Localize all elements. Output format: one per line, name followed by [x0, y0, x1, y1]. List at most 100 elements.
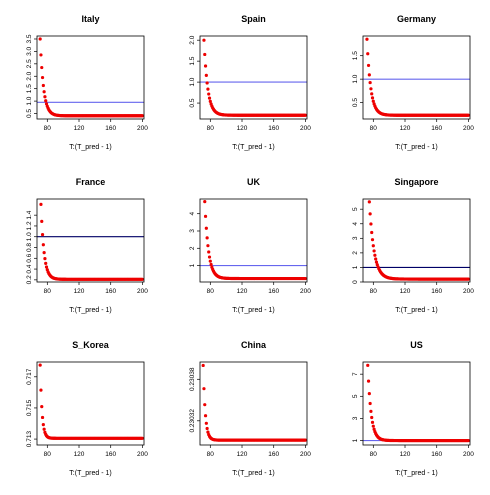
- y-tick-label: 1: [352, 265, 359, 269]
- data-point: [44, 102, 49, 106]
- data-point: [365, 37, 369, 41]
- x-tick-label: 120: [237, 288, 248, 295]
- y-tick-label: 1.0: [352, 74, 359, 83]
- x-tick-label: 120: [237, 451, 248, 458]
- panel-title: Spain: [241, 14, 266, 24]
- x-tick-label: 120: [400, 125, 411, 132]
- data-point: [203, 52, 207, 57]
- data-point: [40, 75, 45, 80]
- x-tick-label: 80: [207, 451, 215, 458]
- data-point: [371, 99, 375, 103]
- data-point: [39, 202, 43, 206]
- data-point: [140, 436, 145, 440]
- panel-title: China: [241, 340, 267, 350]
- x-tick-label: 80: [44, 288, 52, 295]
- data-point: [370, 415, 374, 420]
- y-tick-label: 0.4: [26, 264, 33, 273]
- data-point: [367, 73, 371, 77]
- data-point: [366, 52, 370, 56]
- data-point: [368, 80, 372, 85]
- y-tick-label: 0.717: [26, 368, 33, 385]
- x-tick-label: 80: [44, 451, 52, 458]
- data-point: [201, 363, 205, 368]
- data-point: [374, 260, 379, 264]
- data-point: [370, 92, 374, 96]
- data-point: [203, 414, 208, 418]
- data-point: [42, 250, 46, 255]
- panel-title: S_Korea: [72, 340, 110, 350]
- plot-frame: [362, 35, 471, 120]
- data-point: [40, 405, 44, 409]
- y-tick-label: 1.5: [189, 56, 196, 65]
- x-tick-label: 120: [74, 288, 85, 295]
- x-tick-label: 160: [431, 451, 442, 458]
- data-point: [202, 38, 206, 42]
- data-point: [41, 422, 45, 427]
- x-tick-label: 120: [74, 451, 85, 458]
- data-point: [466, 113, 471, 117]
- panel-china: China T:(T_pred - 1) 80 120 160 200 0.23032 0.2…: [189, 340, 311, 477]
- plot-frame: [199, 361, 308, 446]
- x-axis-label: T:(T_pred - 1): [232, 470, 274, 477]
- data-point: [208, 259, 212, 263]
- x-axis-label: T:(T_pred - 1): [69, 470, 111, 477]
- data-point: [303, 113, 308, 117]
- data-point: [371, 424, 375, 428]
- y-tick-label: 3: [352, 416, 359, 420]
- x-tick-label: 120: [237, 125, 248, 132]
- data-point: [203, 403, 207, 407]
- y-tick-label: 3.5: [26, 34, 33, 43]
- plot-frame: [362, 361, 471, 446]
- data-point: [44, 99, 48, 103]
- data-point: [140, 114, 145, 118]
- data-point: [204, 226, 208, 230]
- data-point: [206, 244, 210, 248]
- data-point: [43, 95, 47, 99]
- data-point: [466, 277, 471, 281]
- data-point: [370, 420, 375, 424]
- y-tick-label: 0.2: [26, 275, 33, 284]
- data-point: [40, 65, 44, 70]
- data-point: [370, 238, 375, 242]
- panel-singapore: Singapore T:(T_pred - 1) 80 120 160 200 0 1 2 3 4 5: [352, 177, 474, 314]
- y-tick-label: 2.5: [26, 59, 33, 68]
- plot-frame: [36, 198, 145, 283]
- data-point: [206, 87, 210, 91]
- data-point: [42, 427, 46, 431]
- y-tick-label: 1.5: [26, 84, 33, 93]
- panel-title: Italy: [81, 14, 99, 24]
- data-point: [204, 421, 208, 425]
- data-point: [372, 249, 376, 253]
- x-tick-label: 120: [74, 125, 85, 132]
- data-point: [204, 73, 208, 77]
- x-tick-label: 160: [105, 288, 116, 295]
- x-tick-label: 80: [370, 125, 378, 132]
- y-tick-label: 5: [352, 207, 359, 211]
- y-tick-label: 4: [352, 222, 359, 226]
- y-tick-label: 2.0: [26, 71, 33, 80]
- data-point: [38, 37, 42, 41]
- plot-frame: [362, 198, 471, 283]
- x-tick-label: 200: [137, 288, 148, 295]
- y-tick-label: 0.715: [26, 399, 33, 416]
- y-tick-label: 1.2: [26, 221, 33, 230]
- y-tick-label: 1.5: [352, 51, 359, 60]
- x-tick-label: 200: [463, 125, 474, 132]
- data-point: [39, 53, 43, 57]
- data-point: [209, 262, 213, 267]
- data-point: [207, 255, 212, 259]
- panel-uk: UK T:(T_pred - 1) 80 120 160 200 1 2 3 4: [189, 177, 311, 314]
- plot-frame: [199, 35, 308, 120]
- x-tick-label: 160: [268, 125, 279, 132]
- x-axis-label: T:(T_pred - 1): [69, 144, 111, 151]
- x-axis-label: T:(T_pred - 1): [232, 144, 274, 151]
- x-tick-label: 120: [400, 451, 411, 458]
- data-point: [207, 92, 211, 96]
- panel-italy: Italy T:(T_pred - 1) 80 120 160 200 0.5 1.0 1.5 2…: [26, 14, 148, 151]
- panel-title: Germany: [397, 14, 436, 24]
- y-tick-label: 1.0: [189, 77, 196, 86]
- data-point: [366, 379, 371, 383]
- x-tick-label: 200: [300, 125, 311, 132]
- panel-france: France T:(T_pred - 1) 80 120 160 200 0.2 0.4 0.6…: [26, 177, 148, 314]
